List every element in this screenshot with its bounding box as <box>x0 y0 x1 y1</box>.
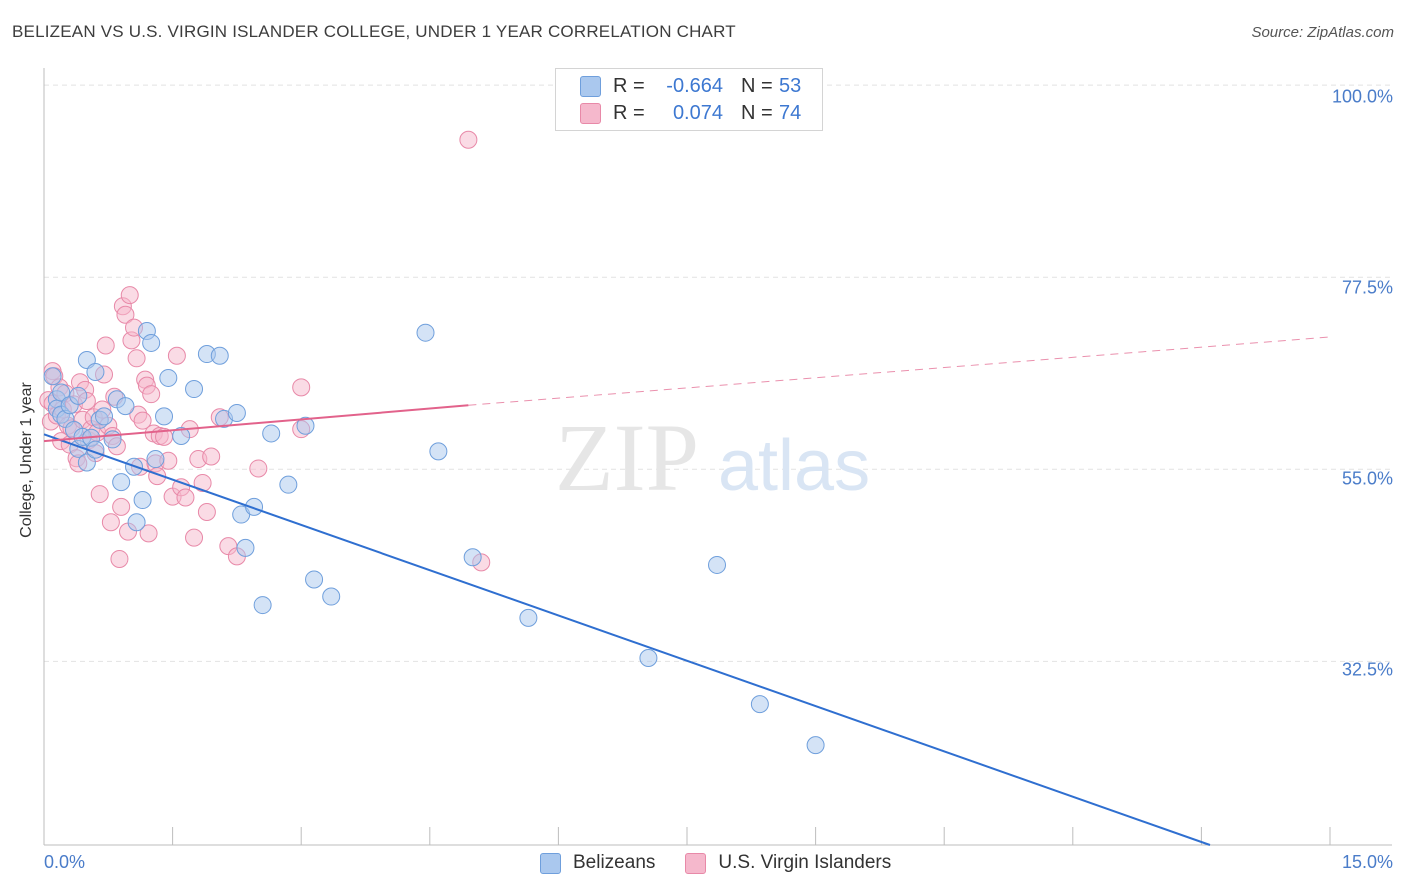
x-tick-min: 0.0% <box>44 852 86 872</box>
virgin-islander-point <box>142 385 161 404</box>
belizean-point <box>245 497 264 516</box>
legend-row-belizeans: R = -0.664 N = 53 <box>580 73 801 99</box>
legend-n-label: N = <box>741 74 773 97</box>
belizean-point <box>429 442 448 461</box>
belizean-point <box>639 649 658 668</box>
virgin-islander-point <box>127 349 146 368</box>
belizean-point <box>296 416 315 435</box>
belizean-point <box>69 386 88 405</box>
legend-n-value: 74 <box>779 101 802 124</box>
trend-lines <box>43 336 1331 846</box>
belizean-point <box>112 473 131 492</box>
belizean-points <box>43 321 825 755</box>
belizean-point <box>305 570 324 589</box>
belizean-point <box>43 367 62 386</box>
virgin-islander-point <box>133 411 152 430</box>
axes <box>43 68 1392 846</box>
belizean-point <box>172 427 191 446</box>
legend-n-label: N = <box>741 101 773 124</box>
y-tick-32-5: 32.5% <box>1341 659 1393 680</box>
belizean-point <box>155 407 174 426</box>
chart-title: BELIZEAN VS U.S. VIRGIN ISLANDER COLLEGE… <box>12 22 736 41</box>
belizean-point <box>159 368 178 387</box>
y-tick-100: 100.0% <box>1331 86 1393 107</box>
belizean-point <box>519 608 538 627</box>
virgin-islander-trend-line <box>43 404 469 443</box>
belizean-trend-line <box>43 433 1211 846</box>
watermark-zip: ZIP <box>555 404 699 511</box>
virgin-islander-point <box>292 378 311 397</box>
legend-swatch-pink <box>580 102 601 124</box>
series-label-virgin-islanders: U.S. Virgin Islanders <box>718 852 892 873</box>
legend-r-label: R = <box>613 74 645 97</box>
belizean-point <box>806 736 825 755</box>
y-tick-55: 55.0% <box>1341 468 1393 489</box>
virgin-islander-point <box>193 473 212 492</box>
belizean-point <box>227 403 246 422</box>
belizean-point <box>86 362 105 381</box>
belizean-point <box>210 346 229 365</box>
virgin-islander-point <box>110 549 129 568</box>
belizean-point <box>103 430 122 449</box>
belizean-point <box>133 491 152 510</box>
belizean-point <box>127 513 146 532</box>
belizean-point <box>750 695 769 714</box>
belizean-point <box>185 380 204 399</box>
virgin-islanders-points <box>39 130 491 572</box>
series-label-belizeans: Belizeans <box>573 852 656 873</box>
virgin-islander-trend-extension <box>468 336 1331 406</box>
grid-lines <box>44 84 1392 662</box>
virgin-islander-point <box>90 485 109 504</box>
virgin-islander-point <box>459 130 478 149</box>
belizean-point <box>95 407 114 426</box>
legend-swatch-blue <box>580 75 601 97</box>
virgin-islander-point <box>202 447 221 466</box>
watermark: ZIP atlas <box>555 404 870 511</box>
virgin-islander-point <box>96 336 115 355</box>
virgin-islander-point <box>197 503 216 521</box>
legend-n-value: 53 <box>779 74 802 97</box>
legend-row-virgin-islanders: R = 0.074 N = 74 <box>580 100 801 126</box>
virgin-islander-point <box>167 346 186 365</box>
belizean-point <box>279 475 298 494</box>
belizean-point <box>416 323 435 342</box>
legend-r-value: -0.664 <box>666 74 723 97</box>
y-tick-77-5: 77.5% <box>1341 277 1393 298</box>
virgin-islander-point <box>112 497 131 516</box>
belizean-point <box>77 453 96 472</box>
virgin-islander-point <box>176 488 195 507</box>
x-tick-max: 15.0% <box>1341 852 1393 872</box>
virgin-islander-point <box>101 513 120 532</box>
virgin-islander-point <box>139 524 158 543</box>
belizean-point <box>708 555 727 574</box>
belizean-point <box>322 587 341 606</box>
legend-r-value: 0.074 <box>672 101 723 124</box>
series-swatch-pink <box>685 852 707 874</box>
belizean-point <box>262 424 281 443</box>
legend-r-label: R = <box>613 101 645 124</box>
source-label: Source: ZipAtlas.com <box>1251 24 1394 41</box>
belizean-point <box>116 397 135 416</box>
series-legend-virgin-islanders[interactable]: U.S. Virgin Islanders <box>685 852 891 874</box>
series-legend: Belizeans U.S. Virgin Islanders <box>540 852 921 874</box>
belizean-point <box>253 596 272 615</box>
watermark-atlas: atlas <box>718 426 870 506</box>
virgin-islander-point <box>120 286 139 305</box>
virgin-islander-point <box>249 459 268 478</box>
belizean-point <box>236 538 255 557</box>
series-swatch-blue <box>540 852 561 874</box>
belizean-point <box>142 333 161 352</box>
series-legend-belizeans[interactable]: Belizeans <box>540 852 655 874</box>
belizean-point <box>146 450 165 469</box>
belizean-point <box>463 548 482 567</box>
virgin-islander-point <box>116 305 135 324</box>
correlation-legend: R = -0.664 N = 53 R = 0.074 N = 74 <box>555 68 823 131</box>
y-axis-label: College, Under 1 year <box>18 382 35 538</box>
virgin-islander-point <box>185 528 204 547</box>
belizean-point <box>52 383 71 402</box>
